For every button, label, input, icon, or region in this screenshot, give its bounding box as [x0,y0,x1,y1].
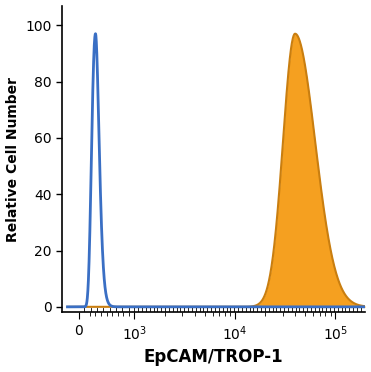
X-axis label: EpCAM/TROP-1: EpCAM/TROP-1 [144,349,283,366]
Y-axis label: Relative Cell Number: Relative Cell Number [6,77,20,241]
